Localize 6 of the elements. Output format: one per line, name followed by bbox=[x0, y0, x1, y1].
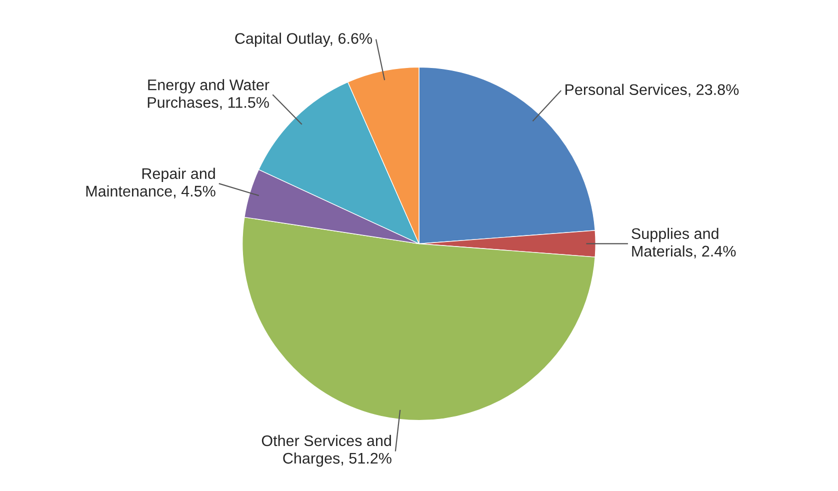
slice-label: Energy and Water Purchases, 11.5% bbox=[148, 79, 270, 110]
slice-label: Capital Outlay, 6.6% bbox=[235, 32, 372, 47]
slice-label: Other Services and Charges, 51.2% bbox=[262, 434, 392, 467]
slice-label: Supplies and Materials, 2.4% bbox=[632, 228, 736, 258]
slice-label: Personal Services, 23.8% bbox=[565, 84, 739, 97]
slice-label: Repair and Maintenance, 4.5% bbox=[86, 168, 216, 198]
